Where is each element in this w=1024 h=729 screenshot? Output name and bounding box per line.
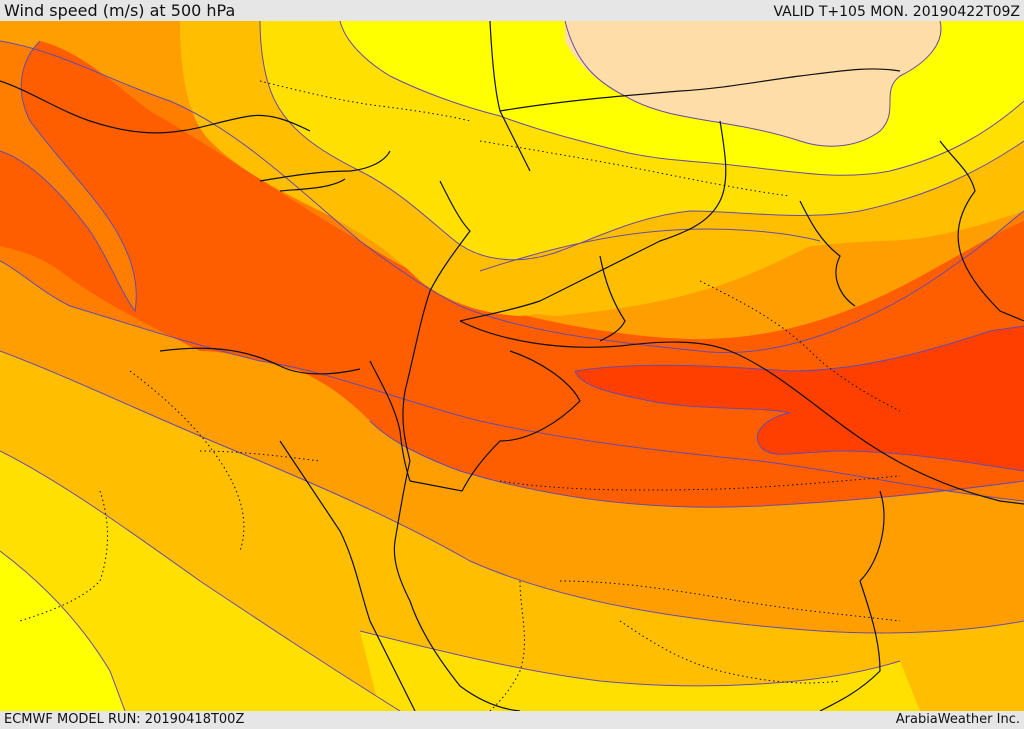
wind-speed-map bbox=[0, 21, 1024, 711]
contour-lines bbox=[0, 21, 1024, 711]
map-area bbox=[0, 21, 1024, 711]
band-yellow-south bbox=[360, 631, 920, 711]
borders bbox=[0, 21, 1024, 711]
valid-time-label: VALID T+105 MON. 20190422T09Z bbox=[773, 4, 1020, 20]
footer-bar: ECMWF MODEL RUN: 20190418T00Z ArabiaWeat… bbox=[0, 711, 1024, 729]
model-run-label: ECMWF MODEL RUN: 20190418T00Z bbox=[4, 712, 245, 727]
band-light-orange-mid bbox=[480, 229, 820, 316]
band-very-light-north bbox=[565, 21, 941, 147]
band-light-yellow-sw bbox=[0, 551, 125, 711]
map-title: Wind speed (m/s) at 500 hPa bbox=[4, 1, 236, 20]
credit-label: ArabiaWeather Inc. bbox=[895, 712, 1020, 727]
band-red-max bbox=[575, 326, 1024, 471]
admin-boundaries bbox=[19, 80, 901, 711]
header-bar: Wind speed (m/s) at 500 hPa VALID T+105 … bbox=[0, 0, 1024, 21]
